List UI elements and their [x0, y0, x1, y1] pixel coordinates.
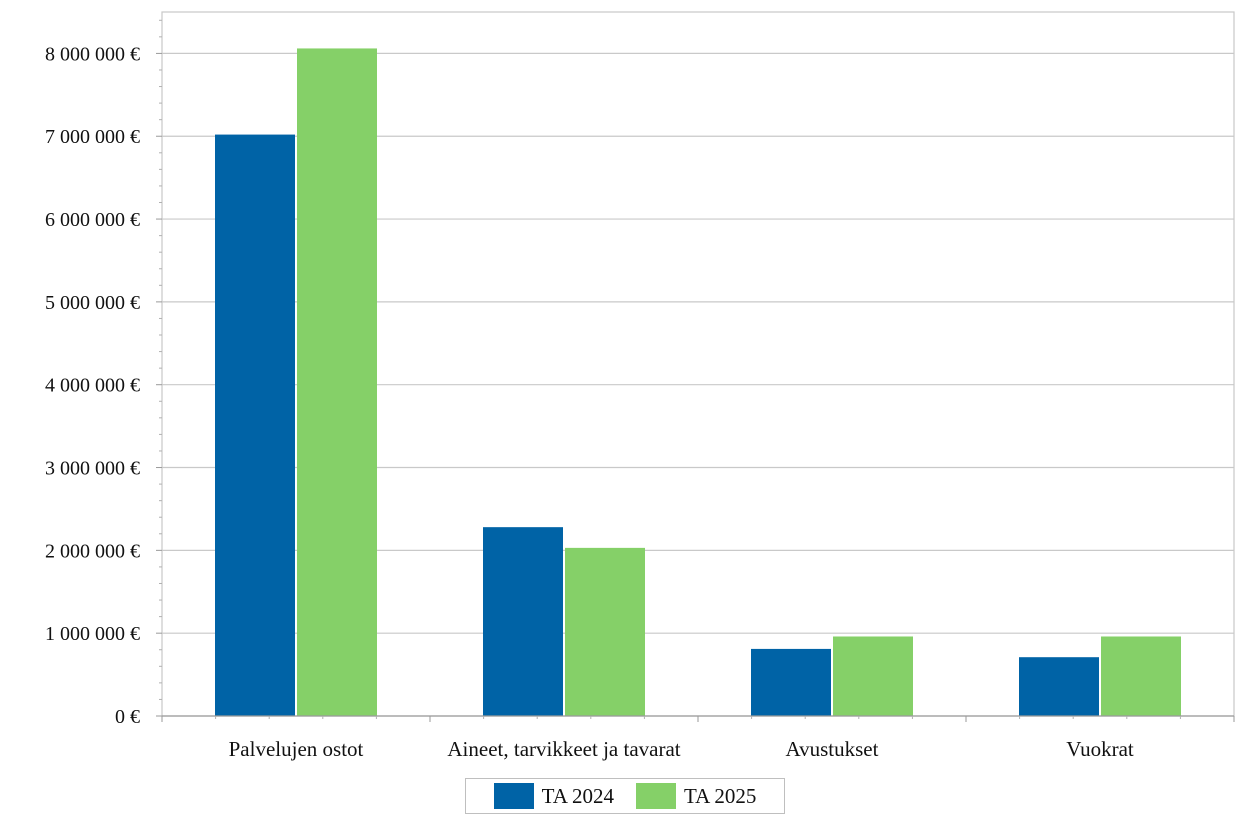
bar-ta-2024-2 — [751, 648, 831, 716]
bar-ta-2025-3 — [1101, 636, 1181, 716]
y-tick-label: 2 000 000 € — [45, 540, 140, 562]
bar-ta-2025-0 — [297, 48, 377, 716]
y-axis-tick-labels: 0 € 1 000 000 € 2 000 000 € 3 000 000 € 4 00… — [45, 43, 140, 728]
y-tick-label: 8 000 000 € — [45, 43, 140, 65]
x-category-label: Palvelujen ostot — [229, 737, 364, 761]
x-category-label: Avustukset — [786, 737, 879, 761]
legend-item-ta-2025: TA 2025 — [636, 783, 756, 809]
legend-swatch-ta-2024 — [493, 783, 534, 809]
y-tick-label: 7 000 000 € — [45, 126, 140, 148]
legend-item-ta-2024: TA 2024 — [493, 783, 614, 809]
x-category-label: Vuokrat — [1066, 737, 1134, 761]
bars — [215, 48, 1181, 716]
legend-swatch-ta-2025 — [636, 783, 676, 809]
x-axis — [161, 715, 1235, 722]
bar-ta-2025-1 — [565, 547, 645, 716]
bar-ta-2025-2 — [833, 636, 913, 716]
y-minor-ticks — [159, 19, 162, 700]
x-axis-category-labels: Palvelujen ostot Aineet, tarvikkeet ja ta… — [229, 737, 1134, 761]
y-tick-label: 4 000 000 € — [45, 375, 140, 397]
legend: TA 2024 TA 2025 — [465, 778, 785, 814]
y-tick-label: 0 € — [115, 706, 140, 728]
bar-ta-2024-3 — [1019, 657, 1099, 716]
y-tick-label: 1 000 000 € — [45, 623, 140, 645]
legend-label-ta-2025: TA 2025 — [684, 783, 757, 808]
y-tick-label: 6 000 000 € — [45, 209, 140, 231]
bar-ta-2024-0 — [215, 134, 295, 716]
x-category-label: Aineet, tarvikkeet ja tavarat — [447, 737, 680, 761]
legend-label-ta-2024: TA 2024 — [541, 783, 614, 808]
bar-ta-2024-1 — [483, 527, 563, 716]
y-tick-label: 5 000 000 € — [45, 292, 140, 314]
y-tick-label: 3 000 000 € — [45, 458, 140, 480]
